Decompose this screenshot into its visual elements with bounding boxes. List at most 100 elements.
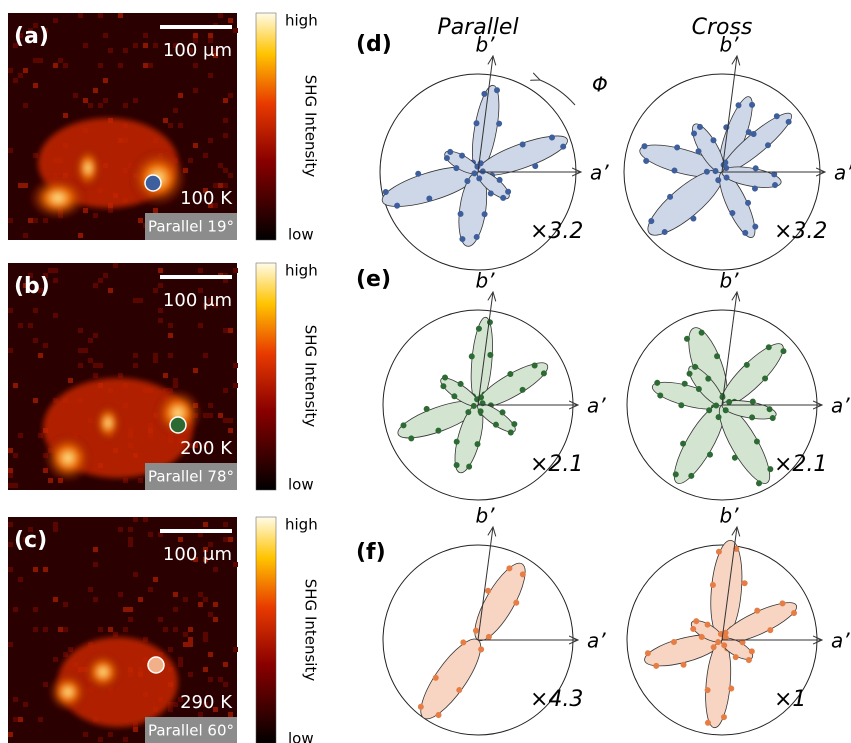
noise <box>13 453 18 458</box>
noise <box>88 103 93 108</box>
colorbar <box>256 263 276 490</box>
lobe <box>410 631 491 727</box>
noise <box>123 478 128 483</box>
noise <box>203 353 208 358</box>
data-point <box>741 580 748 587</box>
temperature: 290 K <box>180 692 233 713</box>
noise <box>113 263 118 268</box>
noise <box>108 48 113 53</box>
colorbar-low: low <box>288 226 314 244</box>
noise <box>173 378 178 383</box>
noise <box>43 682 48 687</box>
noise <box>63 113 68 118</box>
b-axis-label: b’ <box>719 269 739 293</box>
noise <box>153 358 158 363</box>
noise <box>148 63 153 68</box>
noise <box>223 537 228 542</box>
noise <box>8 522 13 527</box>
b-axis-label: b’ <box>475 33 495 57</box>
a-axis-label: a’ <box>834 161 851 185</box>
noise <box>178 537 183 542</box>
noise <box>233 268 238 273</box>
noise <box>38 353 43 358</box>
noise <box>148 587 153 592</box>
noise <box>123 737 128 742</box>
noise <box>183 597 188 602</box>
noise <box>203 413 208 418</box>
noise <box>23 702 28 707</box>
noise <box>63 652 68 657</box>
noise <box>168 333 173 338</box>
probe-spot <box>170 417 186 433</box>
noise <box>223 662 228 667</box>
noise <box>208 403 213 408</box>
sample-region <box>94 403 122 443</box>
noise <box>228 18 233 23</box>
noise <box>108 627 113 632</box>
colorbar-high: high <box>285 516 318 534</box>
noise <box>233 363 238 368</box>
setting-label: Parallel 19° <box>148 218 234 236</box>
b-axis-label: b’ <box>475 504 495 528</box>
noise <box>143 517 148 522</box>
noise <box>208 73 213 78</box>
noise <box>18 73 23 78</box>
noise <box>223 522 228 527</box>
scale-label: 100 μm <box>163 40 232 61</box>
noise <box>213 567 218 572</box>
noise <box>128 537 133 542</box>
noise <box>93 562 98 567</box>
noise <box>133 43 138 48</box>
noise <box>148 532 153 537</box>
noise <box>203 522 208 527</box>
noise <box>233 383 238 388</box>
noise <box>8 448 13 453</box>
noise <box>163 373 168 378</box>
noise <box>143 43 148 48</box>
setting-label: Parallel 78° <box>148 468 234 486</box>
colorbar <box>256 13 276 240</box>
noise <box>98 13 103 18</box>
noise <box>158 617 163 622</box>
noise <box>163 627 168 632</box>
noise <box>43 343 48 348</box>
noise <box>123 607 128 612</box>
temperature: 100 K <box>180 188 233 209</box>
noise <box>208 138 213 143</box>
noise <box>33 398 38 403</box>
noise <box>63 602 68 607</box>
noise <box>108 732 113 737</box>
noise <box>158 268 163 273</box>
noise <box>103 273 108 278</box>
noise <box>208 33 213 38</box>
noise <box>98 363 103 368</box>
panel-label: (e) <box>356 267 391 292</box>
noise <box>38 433 43 438</box>
noise <box>38 58 43 63</box>
noise <box>223 168 228 173</box>
noise <box>233 28 238 33</box>
scale-factor: ×4.3 <box>530 687 583 712</box>
noise <box>8 473 13 478</box>
noise <box>58 58 63 63</box>
noise <box>18 717 23 722</box>
noise <box>83 348 88 353</box>
noise <box>103 98 108 103</box>
noise <box>93 547 98 552</box>
noise <box>173 592 178 597</box>
noise <box>178 93 183 98</box>
noise <box>128 607 133 612</box>
colorbar-high: high <box>285 262 318 280</box>
noise <box>13 78 18 83</box>
noise <box>198 323 203 328</box>
b-axis-label: b’ <box>719 33 739 57</box>
b-axis-label: b’ <box>719 504 739 528</box>
noise <box>78 328 83 333</box>
noise <box>38 717 43 722</box>
noise <box>23 233 28 238</box>
noise <box>8 642 13 647</box>
noise <box>103 78 108 83</box>
noise <box>193 63 198 68</box>
noise <box>23 103 28 108</box>
